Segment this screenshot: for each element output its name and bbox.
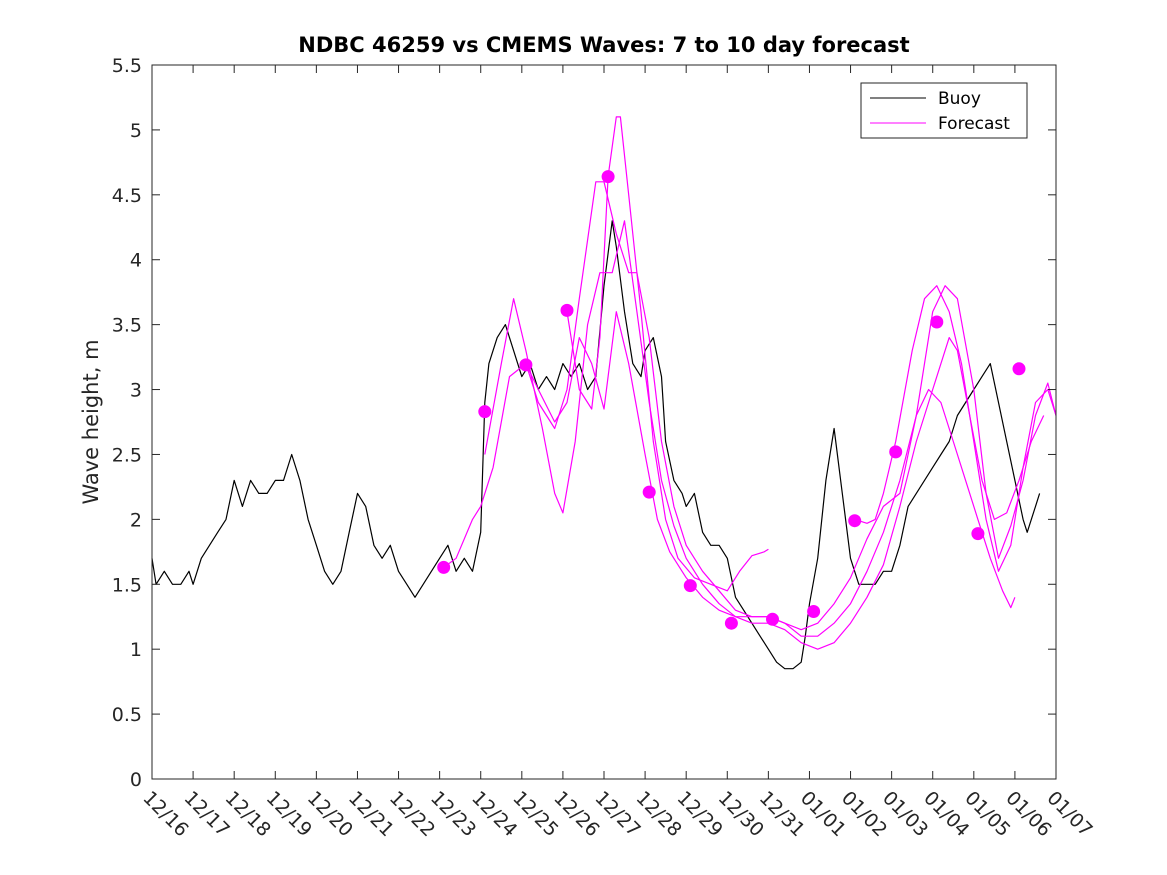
y-tick-label: 1.5	[112, 574, 142, 596]
forecast-series-line-1	[443, 311, 1016, 637]
forecast-marker-1	[437, 560, 451, 574]
forecast-marker-10	[807, 605, 821, 618]
y-tick-label: 2.5	[112, 444, 142, 466]
y-axis-label: Wave height, m	[79, 339, 103, 504]
forecast-marker-7	[683, 579, 697, 593]
y-tick-label: 4	[130, 250, 142, 272]
forecast-series-line-5	[854, 285, 1057, 572]
forecast-marker-13	[930, 315, 944, 329]
forecast-series-line-4	[566, 116, 769, 592]
y-tick-label: 2	[130, 509, 142, 531]
legend: Buoy Forecast	[860, 82, 1028, 139]
forecast-marker-15	[1012, 362, 1026, 376]
forecast-marker-12	[889, 445, 903, 459]
forecast-marker-6	[642, 485, 656, 499]
forecast-marker-3	[519, 358, 533, 372]
chart-title: NDBC 46259 vs CMEMS Waves: 7 to 10 day f…	[298, 33, 909, 57]
forecast-series-line-3	[525, 181, 1057, 631]
buoy-series-line	[151, 220, 1041, 670]
forecast-marker-5	[601, 170, 615, 184]
forecast-marker-11	[848, 514, 862, 528]
y-tick-label: 4.5	[112, 185, 142, 207]
y-tick-label: 1	[130, 639, 142, 661]
marker-layer	[437, 170, 1026, 630]
forecast-marker-2	[478, 405, 492, 419]
forecast-marker-9	[766, 612, 779, 626]
y-tick-label: 3	[130, 380, 142, 402]
forecast-marker-4	[560, 303, 574, 317]
legend-box	[860, 82, 1028, 139]
y-tick-label: 5.5	[112, 55, 142, 77]
forecast-marker-14	[971, 527, 985, 541]
series-layer	[151, 116, 1057, 670]
y-tick-label: 5	[130, 120, 142, 142]
legend-label-buoy: Buoy	[938, 89, 981, 109]
forecast-marker-8	[724, 616, 738, 630]
y-tick-label: 0.5	[112, 704, 142, 726]
y-tick-label: 0	[130, 769, 142, 791]
y-tick-label: 3.5	[112, 315, 142, 337]
legend-label-forecast: Forecast	[938, 114, 1010, 134]
forecast-series-line-2	[484, 220, 1045, 650]
